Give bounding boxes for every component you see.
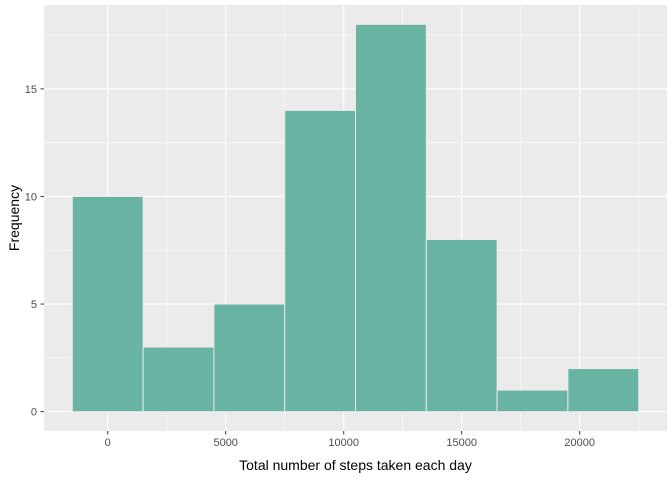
y-tick-label: 10 [25, 191, 37, 203]
y-tick-label: 5 [31, 299, 37, 311]
histogram-bar [355, 23, 427, 413]
histogram-bar [425, 239, 498, 413]
x-tick-label: 5000 [213, 437, 237, 449]
x-tick-label: 20000 [564, 437, 595, 449]
histogram-bar [496, 389, 569, 413]
histogram-bar [142, 346, 215, 413]
x-tick-label: 15000 [446, 437, 477, 449]
histogram-bars [71, 23, 640, 413]
y-axis-title: Frequency [6, 185, 22, 251]
y-axis: 0 5 10 15 [25, 84, 44, 419]
x-axis: 0 5000 10000 15000 20000 [105, 431, 595, 449]
histogram-bar [567, 368, 640, 413]
histogram-bar [213, 303, 286, 413]
histogram-bar [284, 109, 357, 413]
y-tick-label: 15 [25, 84, 37, 96]
x-tick-label: 0 [105, 437, 111, 449]
histogram-bar [71, 195, 144, 413]
y-tick-label: 0 [31, 407, 37, 419]
x-axis-title: Total number of steps taken each day [239, 457, 472, 473]
x-tick-label: 10000 [328, 437, 359, 449]
